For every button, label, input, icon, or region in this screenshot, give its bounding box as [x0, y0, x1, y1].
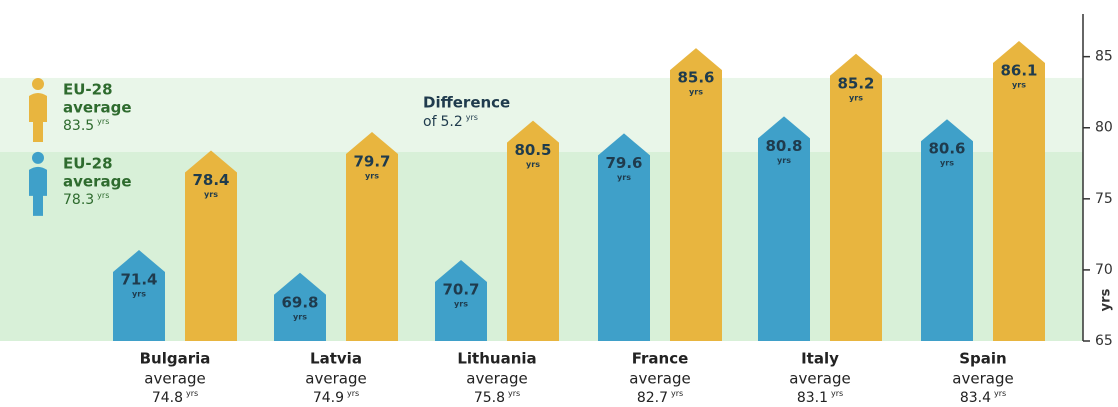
person-icon-body	[29, 166, 47, 216]
category-average-number: 74.9	[313, 390, 344, 406]
category-average-value: 74.8 yrs	[152, 389, 198, 407]
category-average-value: 83.4 yrs	[960, 389, 1006, 407]
bar-unit-label: yrs	[454, 299, 468, 308]
person-icon-head	[32, 151, 44, 164]
bar-unit-label: yrs	[365, 172, 379, 181]
bar	[921, 119, 973, 341]
bar	[758, 116, 810, 341]
category-average-value: 83.1 yrs	[797, 389, 843, 407]
category-average-number: 83.4	[960, 390, 991, 406]
bar	[507, 120, 559, 341]
bar-unit-label: yrs	[132, 290, 146, 299]
bar	[346, 132, 398, 341]
difference-value: of 5.2 yrs	[423, 113, 478, 131]
band-value-unit: yrs	[97, 190, 109, 199]
bar	[993, 41, 1045, 342]
category-label: Bulgaria	[140, 350, 211, 368]
band-value: 78.3 yrs	[63, 190, 109, 208]
bar-value-label: 78.4	[192, 171, 229, 189]
category-average-unit: yrs	[831, 389, 843, 398]
bar	[435, 259, 487, 341]
bar-unit-label: yrs	[526, 160, 540, 169]
y-tick-label: 75	[1095, 191, 1113, 207]
category-average-value: 82.7 yrs	[637, 389, 683, 407]
category-average-number: 83.1	[797, 390, 828, 406]
bar	[113, 250, 165, 341]
category-average-number: 82.7	[637, 390, 668, 406]
category-average-label: average	[144, 370, 205, 388]
bar-value-label: 79.6	[605, 154, 642, 172]
y-tick-label: 80	[1095, 120, 1113, 136]
bar-unit-label: yrs	[1012, 81, 1026, 90]
category-average-label: average	[952, 370, 1013, 388]
y-axis-label: yrs	[1099, 288, 1114, 311]
category-average-value: 75.8 yrs	[474, 389, 520, 407]
category-average-value: 74.9 yrs	[313, 389, 359, 407]
bar-value-label: 85.6	[677, 69, 714, 87]
category-label: Spain	[959, 350, 1006, 368]
bar-value-label: 69.8	[281, 293, 318, 311]
bar-value-label: 80.6	[928, 140, 965, 158]
bar-value-label: 80.8	[765, 137, 802, 155]
bar	[185, 150, 237, 341]
difference-number: 5.2	[441, 114, 463, 130]
bar-unit-label: yrs	[940, 159, 954, 168]
bar-unit-label: yrs	[293, 312, 307, 321]
category-average-label: average	[466, 370, 527, 388]
difference-unit: yrs	[466, 113, 478, 122]
band-value: 83.5 yrs	[63, 116, 109, 134]
bar-value-label: 85.2	[837, 74, 874, 92]
category-average-label: average	[305, 370, 366, 388]
y-tick-label: 70	[1095, 262, 1113, 278]
category-average-unit: yrs	[186, 389, 198, 398]
bar	[274, 272, 326, 341]
band-label: average	[63, 172, 132, 190]
band-value-number: 78.3	[63, 192, 94, 208]
y-tick-label: 85	[1095, 49, 1113, 65]
icons	[29, 77, 47, 216]
category-average-unit: yrs	[508, 389, 520, 398]
bar-value-label: 80.5	[514, 141, 551, 159]
band-title: EU-28	[63, 154, 113, 172]
category-label: Latvia	[310, 350, 362, 368]
category-average-label: average	[789, 370, 850, 388]
bar-value-label: 71.4	[120, 271, 157, 289]
band-title: EU-28	[63, 80, 113, 98]
category-average-number: 74.8	[152, 390, 183, 406]
difference-prefix: of	[423, 114, 438, 130]
category-average-unit: yrs	[347, 389, 359, 398]
bar	[598, 133, 650, 341]
category-average-unit: yrs	[671, 389, 683, 398]
person-icon-body	[29, 92, 47, 142]
bar-unit-label: yrs	[849, 93, 863, 102]
bar	[670, 48, 722, 342]
bar-value-label: 70.7	[442, 280, 479, 298]
difference-label: Difference	[423, 94, 510, 112]
band-value-number: 83.5	[63, 118, 94, 134]
band-label: average	[63, 98, 132, 116]
category-average-label: average	[629, 370, 690, 388]
category-label: Italy	[801, 350, 839, 368]
bar-unit-label: yrs	[617, 173, 631, 182]
bar-unit-label: yrs	[777, 156, 791, 165]
person-icon-head	[32, 77, 44, 90]
category-average-unit: yrs	[994, 389, 1006, 398]
category-average-number: 75.8	[474, 390, 505, 406]
category-label: Lithuania	[457, 350, 536, 368]
bar-unit-label: yrs	[204, 190, 218, 199]
bar-unit-label: yrs	[689, 88, 703, 97]
bar	[830, 53, 882, 342]
category-label: France	[632, 350, 689, 368]
band-value-unit: yrs	[97, 116, 109, 125]
bar-value-label: 79.7	[353, 153, 390, 171]
bar-value-label: 86.1	[1000, 62, 1037, 80]
y-tick-label: 65	[1095, 333, 1113, 349]
